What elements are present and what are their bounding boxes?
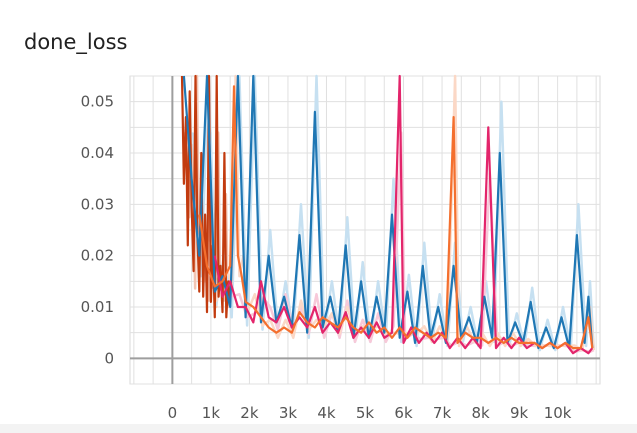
- y-axis-ticks: 0 0.01 0.02 0.03 0.04 0.05: [81, 93, 114, 368]
- y-tick-label: 0.05: [81, 93, 114, 111]
- x-tick-label: 7k: [433, 404, 452, 422]
- x-tick-label: 4k: [317, 404, 336, 422]
- axes: [130, 76, 600, 384]
- x-tick-label: 6k: [394, 404, 413, 422]
- footer-band: [0, 424, 637, 433]
- series-line-1: [182, 74, 594, 350]
- x-tick-label: 8k: [471, 404, 490, 422]
- x-axis-ticks: 0 1k 2k 3k 4k 5k 6k 7k 8k 9k 10k: [168, 404, 572, 422]
- raw-series-1: [185, 74, 596, 352]
- series-line-3: [198, 85, 594, 350]
- y-tick-label: 0: [104, 349, 114, 367]
- x-tick-label: 2k: [240, 404, 259, 422]
- x-tick-label: 10k: [544, 404, 572, 422]
- x-tick-label: 9k: [510, 404, 529, 422]
- smoothed-series-lines: [180, 74, 594, 355]
- y-tick-label: 0.02: [81, 247, 114, 265]
- chart-title: done_loss: [24, 30, 128, 54]
- raw-series-3: [200, 74, 596, 352]
- series-line-2: [213, 74, 594, 355]
- y-tick-label: 0.03: [81, 195, 114, 213]
- x-tick-label: 5k: [356, 404, 375, 422]
- x-tick-label: 1k: [202, 404, 221, 422]
- y-tick-label: 0.04: [81, 144, 114, 162]
- x-tick-label: 3k: [279, 404, 298, 422]
- x-tick-label: 0: [168, 404, 178, 422]
- y-tick-label: 0.01: [81, 298, 114, 316]
